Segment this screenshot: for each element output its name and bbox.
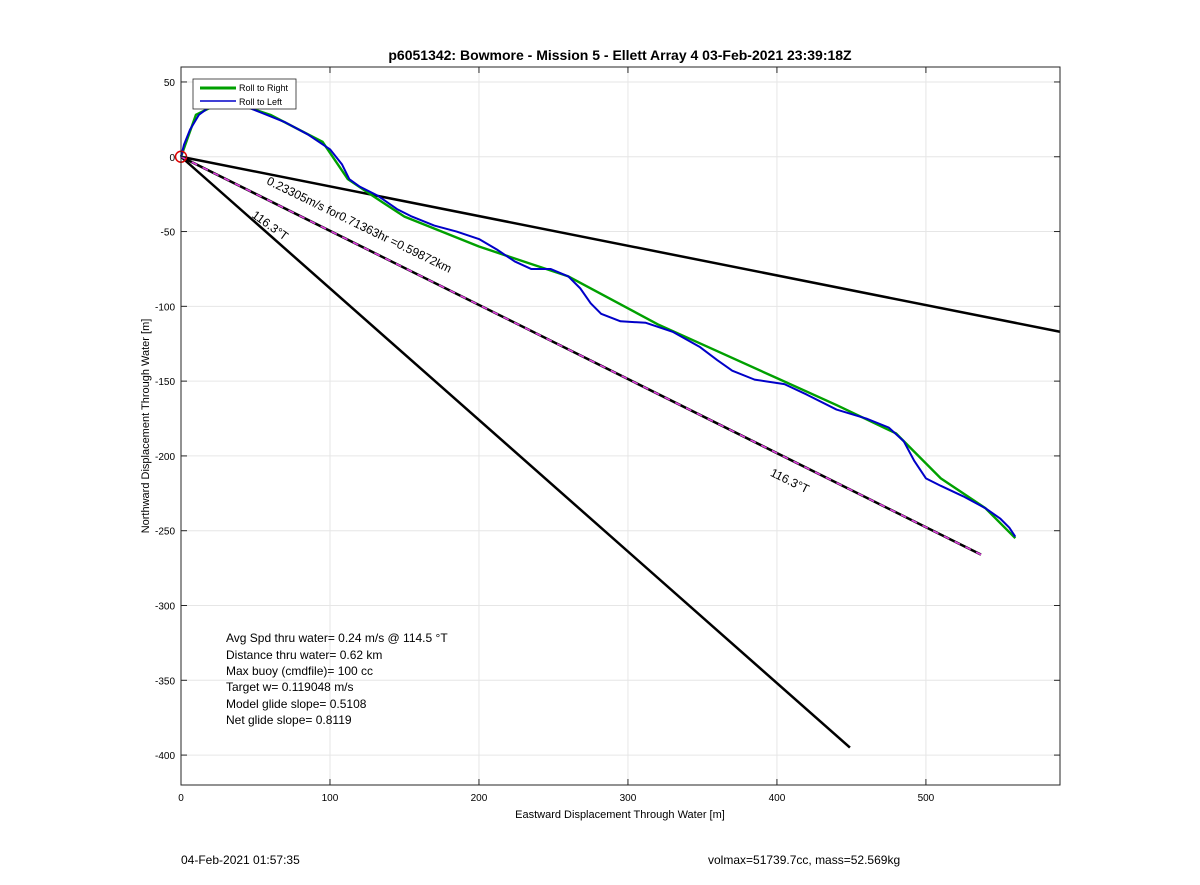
stat-net-glide: Net glide slope= 0.8119 [226,713,352,727]
stat-model-glide: Model glide slope= 0.5108 [226,697,367,711]
y-axis-label: Northward Displacement Through Water [m] [140,319,152,534]
stat-avg-speed: Avg Spd thru water= 0.24 m/s @ 114.5 °T [226,631,448,645]
x-tick-label: 200 [471,793,488,804]
x-axis-label: Eastward Displacement Through Water [m] [515,809,725,821]
y-tick-label: -200 [155,452,175,463]
legend-label-roll-right: Roll to Right [239,83,289,93]
series-roll-to-left [180,100,1017,538]
y-tick-label: -50 [161,228,176,239]
legend-label-roll-left: Roll to Left [239,97,283,107]
axes-box [180,66,1061,786]
y-tick-label: -250 [155,527,175,538]
x-tick-label: 0 [178,793,184,804]
y-tick-label: 50 [164,78,176,89]
stat-distance: Distance thru water= 0.62 km [226,648,382,662]
tick-layer: 0 100 200 300 400 500500-50-100-150-200-250-3… [155,67,1060,804]
chart-title: p6051342: Bowmore - Mission 5 - Ellett A… [388,47,852,63]
legend: Roll to Right Roll to Left [192,78,297,110]
grid [180,67,1060,785]
y-tick-label: -350 [155,676,175,687]
legend-box [192,78,297,110]
x-tick-label: 100 [322,793,339,804]
stat-max-buoy: Max buoy (cmdfile)= 100 cc [226,664,373,678]
x-tick-label: 400 [769,793,786,804]
y-tick-label: -300 [155,602,175,613]
y-tick-label: -150 [155,377,175,388]
stats-block: Avg Spd thru water= 0.24 m/s @ 114.5 °T … [226,631,448,727]
stat-target-w: Target w= 0.119048 m/s [226,680,354,694]
series-reference-line-3 [180,155,851,749]
series-reference-line-2 [180,155,1061,333]
footer-timestamp: 04-Feb-2021 01:57:35 [181,853,300,867]
y-tick-label: -100 [155,302,175,313]
footer-vehicle-info: volmax=51739.7cc, mass=52.569kg [708,853,901,867]
series-layer [174,98,1061,749]
series-reference-line-4-dash [180,156,982,556]
y-tick-label: -400 [155,751,175,762]
x-tick-label: 300 [620,793,637,804]
x-tick-label: 500 [918,793,935,804]
y-tick-label: 0 [169,153,175,164]
